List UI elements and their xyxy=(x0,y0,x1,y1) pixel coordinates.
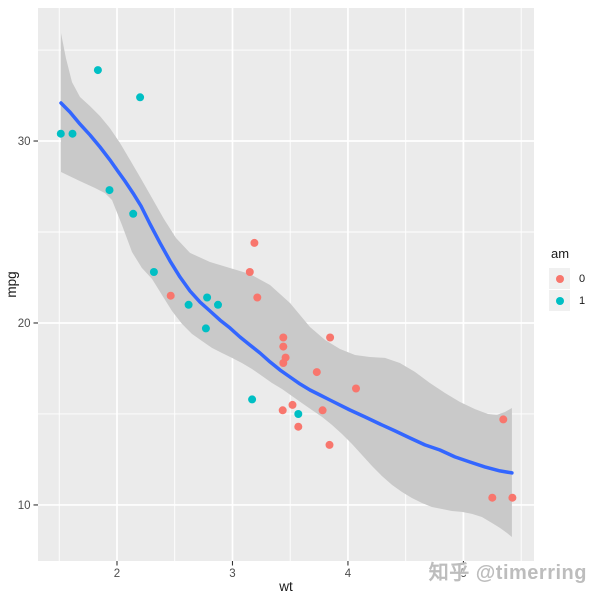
legend-item-label: 0 xyxy=(579,272,586,285)
smooth-line xyxy=(59,101,514,475)
legend-item-0: 0 xyxy=(549,268,585,289)
data-point-am-1 xyxy=(136,93,145,102)
y-tick-label: 30 xyxy=(18,136,31,148)
legend-item-label: 1 xyxy=(579,294,586,307)
data-point-am-0 xyxy=(318,406,327,415)
legend-key xyxy=(549,290,570,311)
legend-item-1: 1 xyxy=(549,290,585,311)
x-tick-label: 3 xyxy=(229,568,235,580)
y-axis-title: mpg xyxy=(4,271,19,297)
watermark: 知乎 @timerring xyxy=(428,562,587,584)
data-point-am-1 xyxy=(214,300,222,309)
data-point-am-0 xyxy=(253,293,262,302)
data-point-am-1 xyxy=(105,186,114,195)
legend: am 0 1 xyxy=(549,247,585,312)
legend-point-icon xyxy=(555,274,564,283)
data-point-am-0 xyxy=(279,359,288,367)
data-point-am-0 xyxy=(312,368,321,377)
data-point-am-0 xyxy=(279,342,288,351)
x-tick-label: 4 xyxy=(345,568,352,580)
legend-title: am xyxy=(551,246,570,261)
data-point-am-0 xyxy=(325,440,334,449)
data-point-am-1 xyxy=(149,268,158,276)
data-point-am-1 xyxy=(93,66,102,75)
x-tick-label: 5 xyxy=(460,568,466,580)
legend-key xyxy=(549,268,570,289)
data-point-am-0 xyxy=(326,333,335,342)
data-point-am-1 xyxy=(129,209,138,218)
x-axis-title: wt xyxy=(278,579,293,594)
data-point-am-1 xyxy=(68,129,77,138)
data-point-am-0 xyxy=(508,493,517,502)
y-tick-label: 20 xyxy=(18,318,31,330)
data-point-am-0 xyxy=(245,268,254,276)
data-point-am-0 xyxy=(166,291,175,300)
data-point-am-0 xyxy=(488,493,497,502)
confidence-ribbon xyxy=(61,33,512,537)
x-tick-label: 2 xyxy=(114,568,120,580)
data-point-am-0 xyxy=(352,384,360,393)
data-point-am-1 xyxy=(248,395,257,404)
data-point-am-0 xyxy=(250,238,259,247)
legend-point-icon xyxy=(555,296,564,305)
y-tick-label: 10 xyxy=(18,500,31,512)
data-point-am-0 xyxy=(279,333,288,342)
data-point-am-1 xyxy=(203,293,212,302)
data-point-am-1 xyxy=(56,129,65,138)
data-point-am-1 xyxy=(294,410,303,418)
data-point-am-1 xyxy=(184,300,193,309)
data-point-am-0 xyxy=(278,406,287,415)
data-point-am-0 xyxy=(288,400,297,409)
data-point-am-1 xyxy=(201,324,210,333)
data-point-am-0 xyxy=(294,422,303,431)
data-point-am-0 xyxy=(499,415,508,424)
